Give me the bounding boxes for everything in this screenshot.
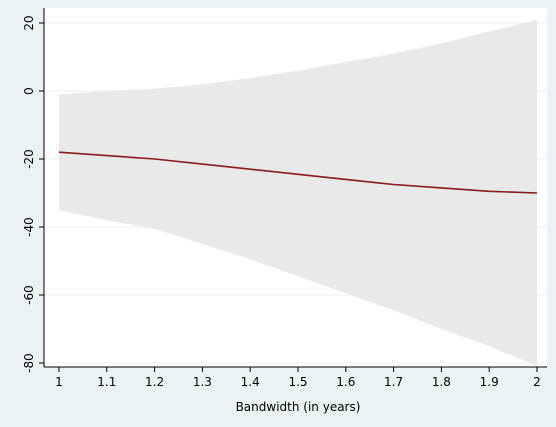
y-tick-label: 0	[22, 87, 36, 95]
x-tick-label: 1.2	[145, 375, 164, 389]
x-tick-label: 1.9	[480, 375, 499, 389]
x-tick-label: 1	[55, 375, 63, 389]
y-tick-label: -40	[22, 217, 36, 237]
y-tick-label: -60	[22, 285, 36, 305]
x-tick-label: 1.8	[432, 375, 451, 389]
x-tick-label: 1.4	[241, 375, 260, 389]
x-tick-label: 1.5	[288, 375, 307, 389]
x-tick-label: 1.1	[97, 375, 116, 389]
x-axis-title: Bandwidth (in years)	[236, 400, 361, 414]
x-tick-label: 1.3	[193, 375, 212, 389]
y-tick-label: -20	[22, 149, 36, 169]
x-tick-label: 1.6	[336, 375, 355, 389]
y-tick-label: -80	[22, 353, 36, 373]
x-tick-label: 1.7	[384, 375, 403, 389]
x-tick-label: 2	[533, 375, 541, 389]
y-tick-label: 20	[22, 15, 36, 30]
